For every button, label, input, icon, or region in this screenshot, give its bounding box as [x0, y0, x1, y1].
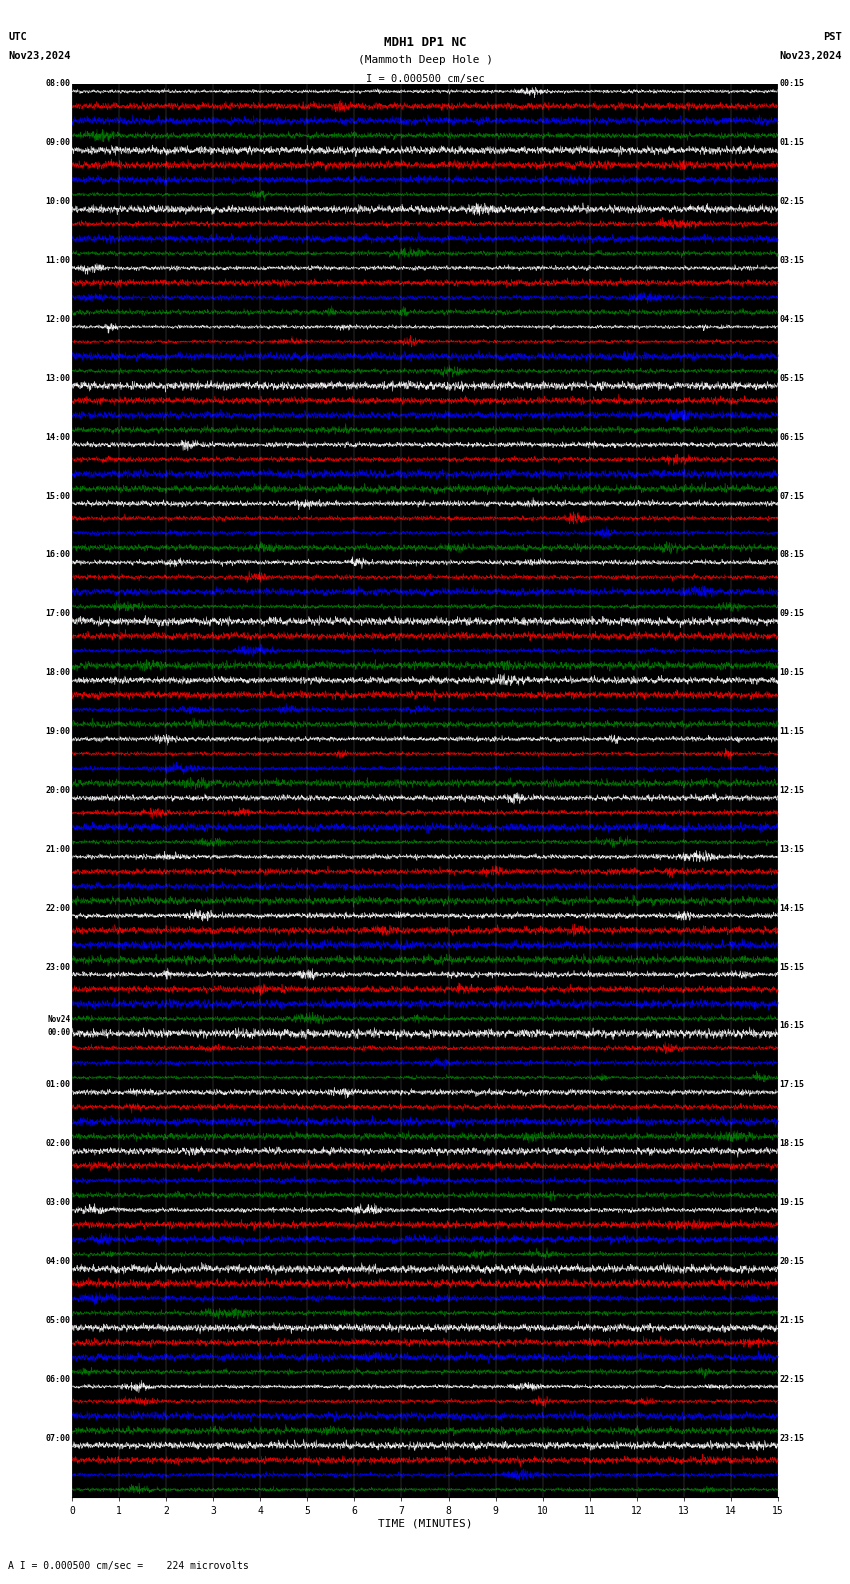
Text: 15:15: 15:15: [779, 963, 804, 971]
Text: 18:00: 18:00: [46, 668, 71, 678]
Text: 03:15: 03:15: [779, 257, 804, 265]
Text: 07:00: 07:00: [46, 1434, 71, 1443]
Text: 19:15: 19:15: [779, 1198, 804, 1207]
Text: 10:15: 10:15: [779, 668, 804, 678]
Text: 11:00: 11:00: [46, 257, 71, 265]
Text: A I = 0.000500 cm/sec =    224 microvolts: A I = 0.000500 cm/sec = 224 microvolts: [8, 1562, 249, 1571]
Text: 22:00: 22:00: [46, 903, 71, 912]
Text: 17:00: 17:00: [46, 610, 71, 618]
Text: 04:00: 04:00: [46, 1256, 71, 1266]
Text: 16:00: 16:00: [46, 550, 71, 559]
Text: Nov23,2024: Nov23,2024: [779, 51, 842, 60]
Text: 04:15: 04:15: [779, 315, 804, 325]
Text: I = 0.000500 cm/sec: I = 0.000500 cm/sec: [366, 74, 484, 84]
Text: 00:15: 00:15: [779, 79, 804, 89]
Text: MDH1 DP1 NC: MDH1 DP1 NC: [383, 36, 467, 49]
Text: 13:15: 13:15: [779, 844, 804, 854]
Text: 19:00: 19:00: [46, 727, 71, 737]
Text: 20:15: 20:15: [779, 1256, 804, 1266]
Text: 06:00: 06:00: [46, 1375, 71, 1384]
Text: 23:15: 23:15: [779, 1434, 804, 1443]
Text: 06:15: 06:15: [779, 432, 804, 442]
Text: 02:15: 02:15: [779, 196, 804, 206]
Text: 21:15: 21:15: [779, 1316, 804, 1324]
Text: 14:00: 14:00: [46, 432, 71, 442]
Text: 05:15: 05:15: [779, 374, 804, 383]
Text: 14:15: 14:15: [779, 903, 804, 912]
X-axis label: TIME (MINUTES): TIME (MINUTES): [377, 1519, 473, 1529]
Text: 16:15: 16:15: [779, 1022, 804, 1031]
Text: UTC: UTC: [8, 32, 27, 41]
Text: 13:00: 13:00: [46, 374, 71, 383]
Text: 03:00: 03:00: [46, 1198, 71, 1207]
Text: 05:00: 05:00: [46, 1316, 71, 1324]
Text: 15:00: 15:00: [46, 491, 71, 501]
Text: 02:00: 02:00: [46, 1139, 71, 1148]
Text: 12:00: 12:00: [46, 315, 71, 325]
Text: 09:15: 09:15: [779, 610, 804, 618]
Text: 10:00: 10:00: [46, 196, 71, 206]
Text: 07:15: 07:15: [779, 491, 804, 501]
Text: 17:15: 17:15: [779, 1080, 804, 1090]
Text: 20:00: 20:00: [46, 786, 71, 795]
Text: 01:15: 01:15: [779, 138, 804, 147]
Text: 11:15: 11:15: [779, 727, 804, 737]
Text: 22:15: 22:15: [779, 1375, 804, 1384]
Text: 12:15: 12:15: [779, 786, 804, 795]
Text: 18:15: 18:15: [779, 1139, 804, 1148]
Text: 09:00: 09:00: [46, 138, 71, 147]
Text: 00:00: 00:00: [48, 1028, 71, 1038]
Text: Nov23,2024: Nov23,2024: [8, 51, 71, 60]
Text: 08:00: 08:00: [46, 79, 71, 89]
Text: Nov24: Nov24: [48, 1015, 71, 1025]
Text: 21:00: 21:00: [46, 844, 71, 854]
Text: 08:15: 08:15: [779, 550, 804, 559]
Text: 01:00: 01:00: [46, 1080, 71, 1090]
Text: PST: PST: [823, 32, 842, 41]
Text: 23:00: 23:00: [46, 963, 71, 971]
Text: (Mammoth Deep Hole ): (Mammoth Deep Hole ): [358, 55, 492, 65]
